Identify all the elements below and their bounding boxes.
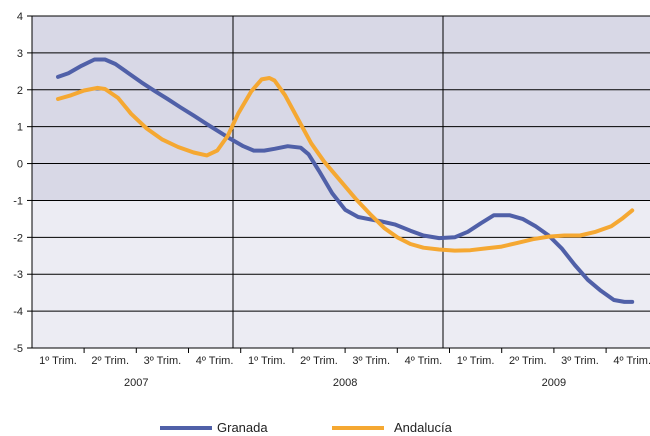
plot-band (32, 237, 650, 275)
x-tick-label: 2º Trim. (91, 355, 129, 367)
x-tick-label: 2º Trim. (509, 355, 547, 367)
legend-label-andalucia: Andalucía (394, 420, 453, 435)
plot-band (32, 311, 650, 348)
plot-band (32, 89, 650, 127)
x-tick-label: 2º Trim. (300, 355, 338, 367)
axis-layer: 4 3 2 1 0 -1 -2 -3 -4 -5 1º Trim. 2º Trim. 3º Trim. 4… (13, 11, 650, 389)
y-tick-label: 1 (17, 122, 23, 134)
plot-band (32, 52, 650, 90)
series-line-andalucia (56, 76, 635, 253)
y-tick-label: -4 (13, 306, 23, 318)
plot-band (32, 274, 650, 312)
series-line-granada (56, 57, 635, 304)
year-label: 2007 (124, 377, 148, 389)
year-label: 2009 (542, 377, 566, 389)
x-tick-label: 4º Trim. (196, 355, 234, 367)
plot-layer (32, 15, 650, 349)
y-tick-label: 3 (17, 48, 23, 60)
y-tick-label: -3 (13, 269, 23, 281)
y-tick-label: -1 (13, 195, 23, 207)
x-tick-label: 1º Trim. (457, 355, 495, 367)
x-tick-label: 3º Trim. (561, 355, 599, 367)
x-tick-label: 1º Trim. (248, 355, 286, 367)
plot-band (32, 16, 650, 53)
y-tick-label: 4 (17, 11, 23, 23)
legend-label-granada: Granada (217, 420, 268, 435)
x-tick-label: 1º Trim. (39, 355, 77, 367)
y-tick-label: -5 (13, 343, 23, 355)
y-tick-label: -2 (13, 232, 23, 244)
x-tick-label: 4º Trim. (613, 355, 650, 367)
x-tick-label: 3º Trim. (352, 355, 390, 367)
legend: Granada Andalucía (160, 420, 453, 435)
y-tick-label: 2 (17, 85, 23, 97)
plot-band (32, 126, 650, 164)
year-label: 2008 (333, 377, 357, 389)
y-tick-label: 0 (17, 159, 23, 171)
x-tick-label: 4º Trim. (405, 355, 443, 367)
x-tick-label: 3º Trim. (144, 355, 182, 367)
